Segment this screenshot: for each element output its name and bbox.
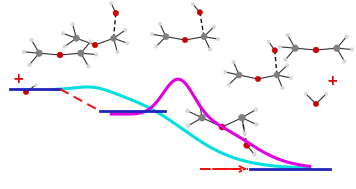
Circle shape	[208, 48, 212, 51]
Circle shape	[254, 108, 258, 112]
Text: +: +	[12, 72, 24, 86]
Text: +: +	[326, 74, 338, 88]
Circle shape	[61, 32, 64, 35]
Circle shape	[236, 72, 242, 78]
Circle shape	[124, 28, 127, 32]
Circle shape	[30, 38, 33, 42]
Circle shape	[197, 100, 201, 104]
Circle shape	[201, 34, 207, 40]
Circle shape	[304, 92, 308, 95]
Circle shape	[255, 123, 258, 126]
Circle shape	[267, 40, 271, 43]
Circle shape	[34, 84, 37, 87]
Circle shape	[281, 86, 284, 90]
Circle shape	[22, 50, 26, 54]
Circle shape	[78, 50, 84, 56]
Circle shape	[219, 124, 225, 130]
Circle shape	[87, 65, 90, 68]
Circle shape	[272, 48, 277, 53]
Circle shape	[216, 37, 220, 41]
Circle shape	[191, 3, 195, 6]
Circle shape	[94, 53, 98, 56]
Circle shape	[345, 35, 349, 38]
Circle shape	[334, 45, 340, 51]
Circle shape	[289, 76, 292, 80]
Circle shape	[182, 37, 188, 43]
Circle shape	[71, 23, 74, 26]
Circle shape	[313, 47, 319, 53]
Circle shape	[57, 52, 63, 58]
Circle shape	[278, 45, 282, 49]
Circle shape	[150, 33, 154, 36]
Circle shape	[158, 22, 162, 26]
Circle shape	[116, 50, 119, 54]
Circle shape	[274, 72, 280, 78]
Circle shape	[253, 153, 256, 156]
Circle shape	[73, 35, 79, 41]
Circle shape	[197, 10, 203, 15]
Circle shape	[186, 124, 190, 128]
Circle shape	[227, 83, 230, 86]
Circle shape	[92, 42, 98, 48]
Circle shape	[110, 2, 113, 5]
Circle shape	[255, 76, 261, 82]
Circle shape	[154, 45, 158, 48]
Circle shape	[313, 101, 319, 107]
Circle shape	[284, 58, 287, 62]
Circle shape	[243, 132, 247, 135]
Circle shape	[239, 114, 245, 121]
Circle shape	[286, 64, 289, 67]
Circle shape	[350, 48, 354, 51]
Circle shape	[28, 63, 31, 67]
Circle shape	[199, 114, 205, 121]
Circle shape	[113, 10, 119, 16]
Circle shape	[325, 92, 328, 95]
Circle shape	[232, 60, 235, 64]
Circle shape	[224, 70, 227, 74]
Circle shape	[244, 142, 250, 148]
Circle shape	[23, 89, 28, 94]
Circle shape	[163, 34, 169, 40]
Circle shape	[186, 109, 189, 113]
Circle shape	[342, 60, 346, 63]
Circle shape	[63, 45, 66, 48]
Circle shape	[125, 41, 129, 45]
Circle shape	[111, 35, 117, 41]
Circle shape	[292, 45, 298, 51]
Circle shape	[286, 33, 289, 37]
Circle shape	[36, 50, 42, 56]
Circle shape	[213, 25, 216, 28]
Circle shape	[89, 40, 93, 43]
